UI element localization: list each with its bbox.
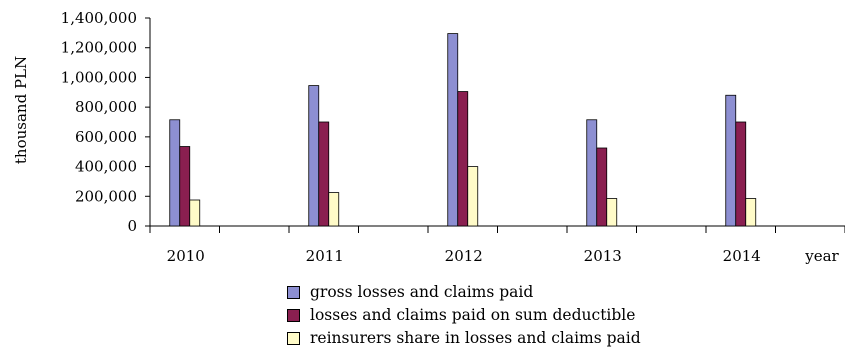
x-axis-title: year xyxy=(804,247,839,265)
legend-item: reinsurers share in losses and claims pa… xyxy=(287,327,641,350)
y-tick-label: 200,000 xyxy=(75,187,137,205)
legend-label: reinsurers share in losses and claims pa… xyxy=(310,329,641,347)
y-tick-label: 400,000 xyxy=(75,158,137,176)
x-tick-label: 2013 xyxy=(584,247,622,265)
x-tick-label: 2014 xyxy=(723,247,761,265)
bar xyxy=(596,147,608,227)
bar xyxy=(189,199,201,227)
legend-label: gross losses and claims paid xyxy=(310,283,534,301)
bar xyxy=(467,166,479,227)
series-1 xyxy=(169,33,737,227)
legend-swatch xyxy=(287,332,300,345)
bar xyxy=(606,198,618,227)
bars xyxy=(169,33,757,227)
bar-chart: 0 200,000 400,000 600,000 800,000 1,000,000 1,… xyxy=(12,9,845,265)
y-tick-label: 1,400,000 xyxy=(61,9,137,27)
legend: gross losses and claims paid losses and c… xyxy=(287,281,641,350)
bar xyxy=(179,146,191,227)
bar xyxy=(457,91,469,227)
y-axis: 0 200,000 400,000 600,000 800,000 1,000,000 1,… xyxy=(61,9,151,235)
legend-swatch xyxy=(287,286,300,299)
bar xyxy=(745,198,757,227)
bar xyxy=(725,94,737,227)
bar xyxy=(318,121,330,227)
legend-item: losses and claims paid on sum deductible xyxy=(287,304,641,327)
legend-label: losses and claims paid on sum deductible xyxy=(310,306,636,324)
bar xyxy=(308,85,320,227)
y-tick-label: 600,000 xyxy=(75,128,137,146)
series-2 xyxy=(179,91,747,227)
y-tick-label: 800,000 xyxy=(75,98,137,116)
x-tick-label: 2012 xyxy=(445,247,483,265)
bar xyxy=(169,119,181,227)
bar xyxy=(735,121,747,227)
bar xyxy=(447,33,459,227)
x-tick-label: 2011 xyxy=(306,247,344,265)
x-axis: 2010 2011 2012 2013 2014 xyxy=(149,225,845,265)
legend-swatch xyxy=(287,309,300,322)
y-tick-label: 1,000,000 xyxy=(61,68,137,86)
bar xyxy=(328,192,340,227)
y-axis-title: thousand PLN xyxy=(12,56,30,164)
x-tick-label: 2010 xyxy=(167,247,205,265)
bar xyxy=(586,119,598,227)
series-3 xyxy=(189,166,757,227)
y-tick-label: 1,200,000 xyxy=(61,39,137,57)
y-tick-label: 0 xyxy=(127,217,137,235)
legend-item: gross losses and claims paid xyxy=(287,281,641,304)
